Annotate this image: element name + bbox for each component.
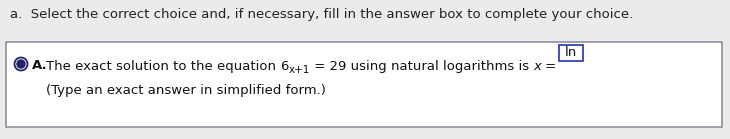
Text: ln: ln bbox=[564, 47, 577, 59]
Text: = 29 using natural logarithms is: = 29 using natural logarithms is bbox=[310, 60, 534, 73]
Text: (Type an exact answer in simplified form.): (Type an exact answer in simplified form… bbox=[46, 84, 326, 97]
Circle shape bbox=[15, 58, 28, 70]
Text: The exact solution to the equation: The exact solution to the equation bbox=[46, 60, 280, 73]
Text: a.  Select the correct choice and, if necessary, fill in the answer box to compl: a. Select the correct choice and, if nec… bbox=[10, 8, 633, 21]
FancyBboxPatch shape bbox=[558, 45, 583, 61]
Text: x =: x = bbox=[534, 60, 556, 73]
Text: 6: 6 bbox=[280, 60, 288, 73]
Text: x+1: x+1 bbox=[288, 65, 310, 75]
Text: A.: A. bbox=[32, 59, 47, 72]
Circle shape bbox=[17, 60, 25, 68]
FancyBboxPatch shape bbox=[6, 42, 722, 127]
